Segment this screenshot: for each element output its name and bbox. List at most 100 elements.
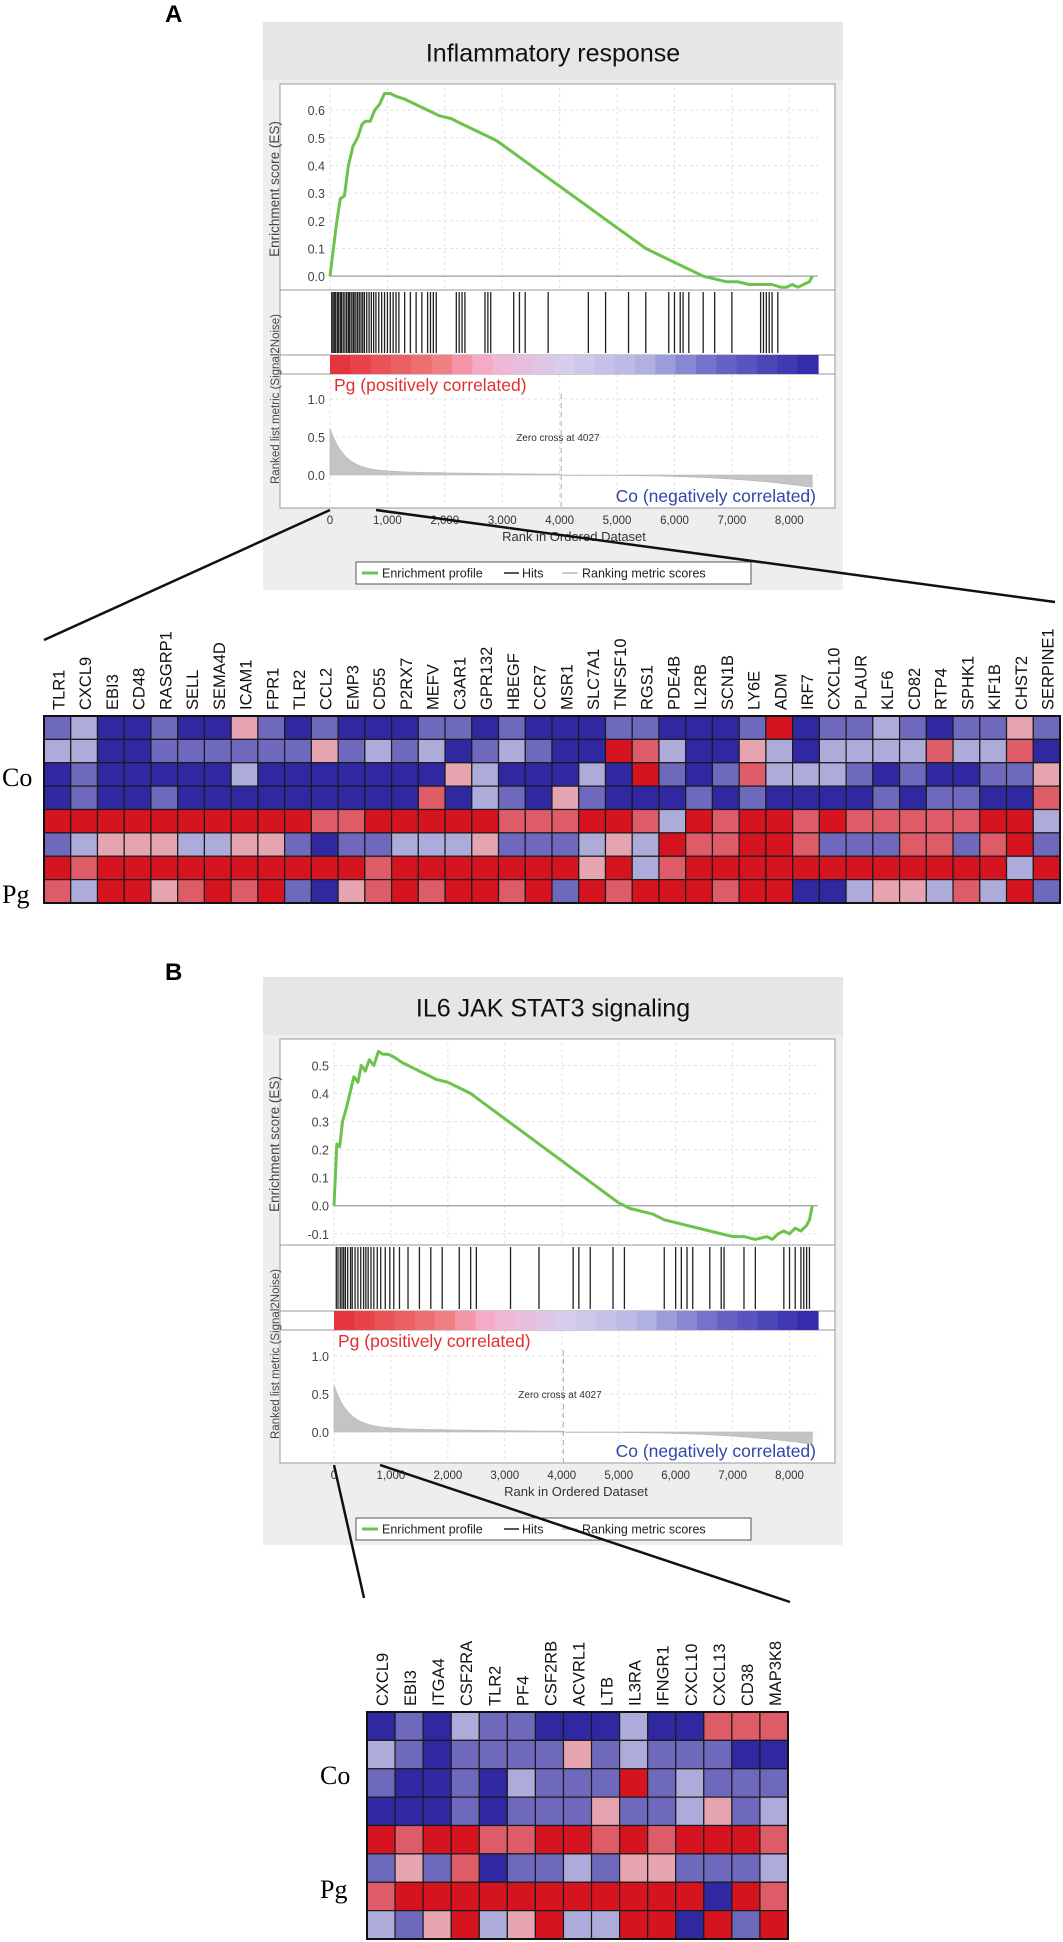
gene-label: CXCL10 xyxy=(826,648,844,710)
gene-label: IRF7 xyxy=(799,674,817,710)
heatmap-cell xyxy=(675,1739,705,1770)
heatmap-cell xyxy=(390,738,419,764)
heatmap-cell xyxy=(394,1881,424,1912)
heatmap-cell xyxy=(1032,879,1061,904)
x-tick-label: 8,000 xyxy=(775,1470,804,1482)
gene-label: TNFSF10 xyxy=(612,638,630,710)
heatmap-cell xyxy=(337,762,366,787)
heatmap-cell xyxy=(150,879,179,904)
heatmap-cell xyxy=(417,879,446,904)
heatmap-cell xyxy=(792,879,820,904)
heatmap-cell xyxy=(390,855,419,881)
chart-title: Inflammatory response xyxy=(426,39,680,67)
heatmap-cell xyxy=(952,832,981,857)
heatmap-cell xyxy=(590,1796,621,1827)
gene-label: PLAUR xyxy=(852,655,870,710)
heatmap-cell xyxy=(203,808,232,834)
gene-label: ADM xyxy=(772,673,790,710)
heatmap-cell xyxy=(43,715,72,740)
heatmap-cell xyxy=(631,738,660,764)
positive-label: Pg (positively correlated) xyxy=(334,375,527,395)
heatmap-cell xyxy=(551,808,580,834)
heatmap-cell xyxy=(898,762,927,787)
enrichment-curve xyxy=(332,1049,814,1241)
gene-label: TLR2 xyxy=(291,670,309,710)
heatmap-cell xyxy=(257,738,286,764)
metric-ylabel: Ranked list metric (Signal2Noise) xyxy=(270,314,282,484)
heatmap-cell xyxy=(390,808,419,834)
heatmap-cell xyxy=(534,1739,565,1770)
heatmap-cell xyxy=(818,832,847,857)
heatmap-cell xyxy=(792,832,820,857)
gene-label: PDE4B xyxy=(665,656,683,710)
heatmap-cell xyxy=(604,879,633,904)
heatmap-cell xyxy=(685,715,714,740)
gsea-panel-a: Inflammatory response 0.6 0.5 0.4 0.3 0.2 0.1 0… xyxy=(43,22,1056,642)
heatmap-cell xyxy=(872,855,901,881)
gene-label: EBI3 xyxy=(402,1670,420,1706)
x-tick-label: 0 xyxy=(327,515,333,527)
heatmap-cell xyxy=(1005,832,1034,857)
heatmap-cell xyxy=(731,1910,761,1940)
gene-label: P2RX7 xyxy=(398,658,416,710)
gene-label: PF4 xyxy=(514,1676,532,1706)
heatmap-cell xyxy=(478,1881,508,1912)
rank-color-segment xyxy=(434,1311,456,1330)
rank-color-segment xyxy=(777,355,799,374)
heatmap-cell xyxy=(203,832,232,857)
heatmap-cell xyxy=(979,715,1008,740)
heatmap-cell xyxy=(478,1711,508,1741)
heatmap-cell xyxy=(230,785,259,811)
heatmap-cell xyxy=(765,855,794,881)
gene-label: LTB xyxy=(599,1677,617,1706)
gene-label: ITGA4 xyxy=(430,1658,448,1706)
heatmap-cell xyxy=(444,879,473,904)
heatmap-cell xyxy=(444,832,473,857)
heatmap-cell xyxy=(497,715,526,740)
heatmap-cell xyxy=(123,785,152,811)
heatmap-cell xyxy=(284,785,312,811)
heatmap-cell xyxy=(284,855,312,881)
heatmap-cell xyxy=(979,832,1008,857)
heatmap-cell xyxy=(394,1711,424,1741)
heatmap-cell xyxy=(845,785,874,811)
es-ytick-label: 0.4 xyxy=(308,159,325,173)
heatmap-cell xyxy=(394,1739,424,1770)
heatmap-cell xyxy=(506,1739,537,1770)
rank-color-segment xyxy=(576,1311,597,1330)
heatmap-cell xyxy=(731,1881,761,1912)
zoom-connector-left xyxy=(332,1464,366,1599)
heatmap-cell xyxy=(203,879,232,904)
heatmap-border xyxy=(43,715,1061,904)
heatmap-cell xyxy=(422,1711,452,1741)
heatmap-cell xyxy=(685,808,714,834)
heatmap-cell xyxy=(177,832,206,857)
zoom-connector-left xyxy=(43,508,331,642)
heatmap-cell xyxy=(123,879,152,904)
heatmap-cell xyxy=(562,1768,593,1798)
metric-ytick-label: 0.0 xyxy=(308,469,325,483)
row-label-co-a: Co xyxy=(2,763,32,792)
heatmap-cell xyxy=(450,1853,480,1883)
heatmap-cell xyxy=(952,762,981,787)
heatmap-cell xyxy=(70,855,99,881)
metric-ytick-label: 0.0 xyxy=(312,1426,329,1440)
heatmap-cell xyxy=(366,1881,396,1912)
heatmap-cell xyxy=(478,1853,508,1883)
heatmap-cell xyxy=(590,1711,621,1741)
rank-color-segment xyxy=(697,1311,718,1330)
gene-label: CD48 xyxy=(131,668,149,710)
heatmap-cell xyxy=(123,738,152,764)
heatmap-cell xyxy=(562,1711,593,1741)
heatmap-cell xyxy=(1005,855,1034,881)
es-ytick-label: 0.5 xyxy=(308,132,325,146)
heatmap-cell xyxy=(337,808,366,834)
heatmap-cell xyxy=(604,762,633,787)
heatmap-cell xyxy=(230,808,259,834)
heatmap-cell xyxy=(818,855,847,881)
heatmap-cell xyxy=(952,785,981,811)
heatmap-cell xyxy=(759,1711,789,1741)
heatmap-cell xyxy=(177,785,206,811)
es-ytick-label: 0.1 xyxy=(308,242,325,256)
rank-color-segment xyxy=(495,1311,517,1330)
